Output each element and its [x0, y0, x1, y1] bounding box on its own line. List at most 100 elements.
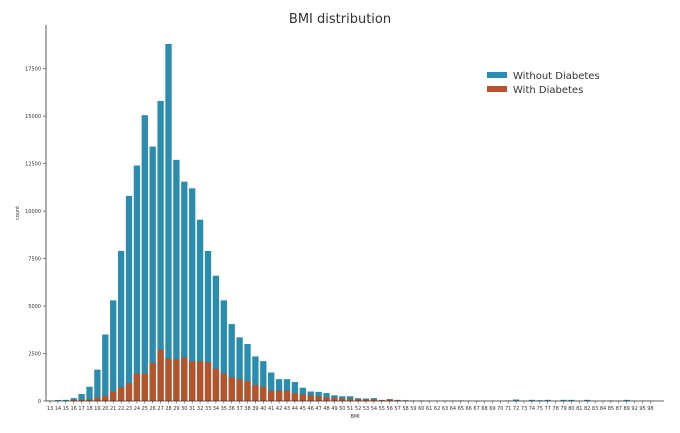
x-tick-label: 29 — [173, 406, 179, 412]
bar-with-diabetes-35 — [221, 373, 227, 401]
x-tick-label: 45 — [300, 406, 306, 412]
bar-with-diabetes-45 — [300, 394, 306, 401]
x-tick-label: 41 — [268, 406, 274, 412]
x-tick-label: 50 — [339, 406, 345, 412]
x-tick-label: 34 — [213, 406, 219, 412]
x-tick-label: 70 — [497, 406, 503, 412]
x-tick-label: 58 — [402, 406, 408, 412]
x-tick-label: 63 — [442, 406, 448, 412]
bar-without-diabetes-28 — [165, 44, 171, 401]
x-tick-label: 28 — [165, 406, 171, 412]
x-tick-label: 75 — [537, 406, 543, 412]
legend-swatch-with-diabetes — [487, 86, 507, 92]
x-tick-label: 74 — [529, 406, 535, 412]
x-tick-label: 24 — [134, 406, 140, 412]
x-tick-label: 47 — [315, 406, 321, 412]
bar-with-diabetes-43 — [284, 391, 290, 401]
x-tick-label: 71 — [505, 406, 511, 412]
x-tick-label: 53 — [363, 406, 369, 412]
x-tick-label: 67 — [473, 406, 479, 412]
bar-with-diabetes-26 — [150, 363, 156, 401]
y-tick-label: 0 — [38, 399, 41, 405]
y-tick-label: 7500 — [28, 257, 41, 263]
legend-label-with-diabetes: With Diabetes — [513, 85, 583, 96]
x-tick-label: 25 — [142, 406, 148, 412]
bar-without-diabetes-23 — [126, 196, 132, 401]
y-tick-label: 2500 — [28, 352, 41, 358]
bar-with-diabetes-29 — [173, 359, 179, 401]
legend-swatch-without-diabetes — [487, 72, 507, 78]
x-tick-label: 46 — [308, 406, 314, 412]
x-tick-label: 54 — [371, 406, 377, 412]
x-tick-label: 72 — [513, 406, 519, 412]
y-tick-label: 17500 — [25, 67, 41, 73]
x-tick-label: 16 — [71, 406, 77, 412]
x-tick-label: 33 — [205, 406, 211, 412]
x-tick-label: 56 — [387, 406, 393, 412]
x-tick-label: 59 — [410, 406, 416, 412]
x-tick-label: 36 — [229, 406, 235, 412]
x-tick-label: 92 — [631, 406, 637, 412]
x-tick-label: 23 — [126, 406, 132, 412]
bar-without-diabetes-22 — [118, 251, 124, 401]
bar-without-diabetes-18 — [86, 387, 92, 401]
y-tick-label: 15000 — [25, 114, 41, 120]
x-tick-label: 51 — [347, 406, 353, 412]
bar-without-diabetes-24 — [134, 166, 140, 401]
bar-with-diabetes-31 — [189, 361, 195, 401]
x-tick-label: 79 — [560, 406, 566, 412]
x-tick-label: 32 — [197, 406, 203, 412]
x-tick-label: 43 — [284, 406, 290, 412]
x-tick-label: 18 — [86, 406, 92, 412]
y-tick-label: 10000 — [25, 209, 41, 215]
bar-with-diabetes-48 — [323, 397, 329, 401]
bar-with-diabetes-41 — [268, 391, 274, 401]
bar-with-diabetes-27 — [157, 350, 163, 401]
bar-with-diabetes-24 — [134, 373, 140, 401]
bar-with-diabetes-32 — [197, 361, 203, 401]
x-tick-label: 77 — [545, 406, 551, 412]
bar-with-diabetes-46 — [308, 395, 314, 401]
bar-with-diabetes-21 — [110, 392, 116, 401]
x-tick-label: 48 — [323, 406, 329, 412]
x-tick-label: 69 — [489, 406, 495, 412]
x-tick-label: 82 — [584, 406, 590, 412]
x-tick-label: 15 — [63, 406, 69, 412]
x-tick-label: 65 — [458, 406, 464, 412]
bar-with-diabetes-33 — [205, 362, 211, 401]
x-tick-label: 95 — [639, 406, 645, 412]
bar-with-diabetes-47 — [315, 396, 321, 401]
x-tick-label: 37 — [236, 406, 242, 412]
y-tick-label: 12500 — [25, 162, 41, 168]
x-tick-label: 60 — [418, 406, 424, 412]
bar-with-diabetes-44 — [292, 393, 298, 401]
bar-with-diabetes-40 — [260, 387, 266, 401]
x-tick-label: 87 — [616, 406, 622, 412]
y-tick-label: 5000 — [28, 304, 41, 310]
chart-title: BMI distribution — [289, 12, 391, 27]
bar-with-diabetes-19 — [94, 398, 100, 401]
y-axis-label: count — [15, 206, 21, 220]
legend-label-without-diabetes: Without Diabetes — [513, 71, 600, 82]
x-tick-label: 22 — [118, 406, 124, 412]
x-tick-label: 31 — [189, 406, 195, 412]
y-axis: 0 2500 5000 7500 10000 12500 15000 17500 — [25, 25, 46, 405]
x-tick-label: 52 — [355, 406, 361, 412]
x-tick-label: 64 — [450, 406, 456, 412]
x-tick-label: 85 — [608, 406, 614, 412]
legend: Without Diabetes With Diabetes — [487, 71, 600, 96]
x-tick-label: 30 — [181, 406, 187, 412]
x-tick-label: 81 — [576, 406, 582, 412]
x-tick-label: 38 — [244, 406, 250, 412]
x-tick-label: 61 — [426, 406, 432, 412]
x-tick-label: 19 — [94, 406, 100, 412]
bar-without-diabetes-19 — [94, 370, 100, 401]
bar-without-diabetes-25 — [142, 115, 148, 401]
bar-with-diabetes-49 — [331, 398, 337, 401]
x-tick-label: 40 — [260, 406, 266, 412]
x-tick-label: 26 — [150, 406, 156, 412]
bar-with-diabetes-23 — [126, 383, 132, 401]
bar-without-diabetes-21 — [110, 300, 116, 401]
bar-with-diabetes-22 — [118, 387, 124, 401]
bar-without-diabetes-20 — [102, 335, 108, 401]
